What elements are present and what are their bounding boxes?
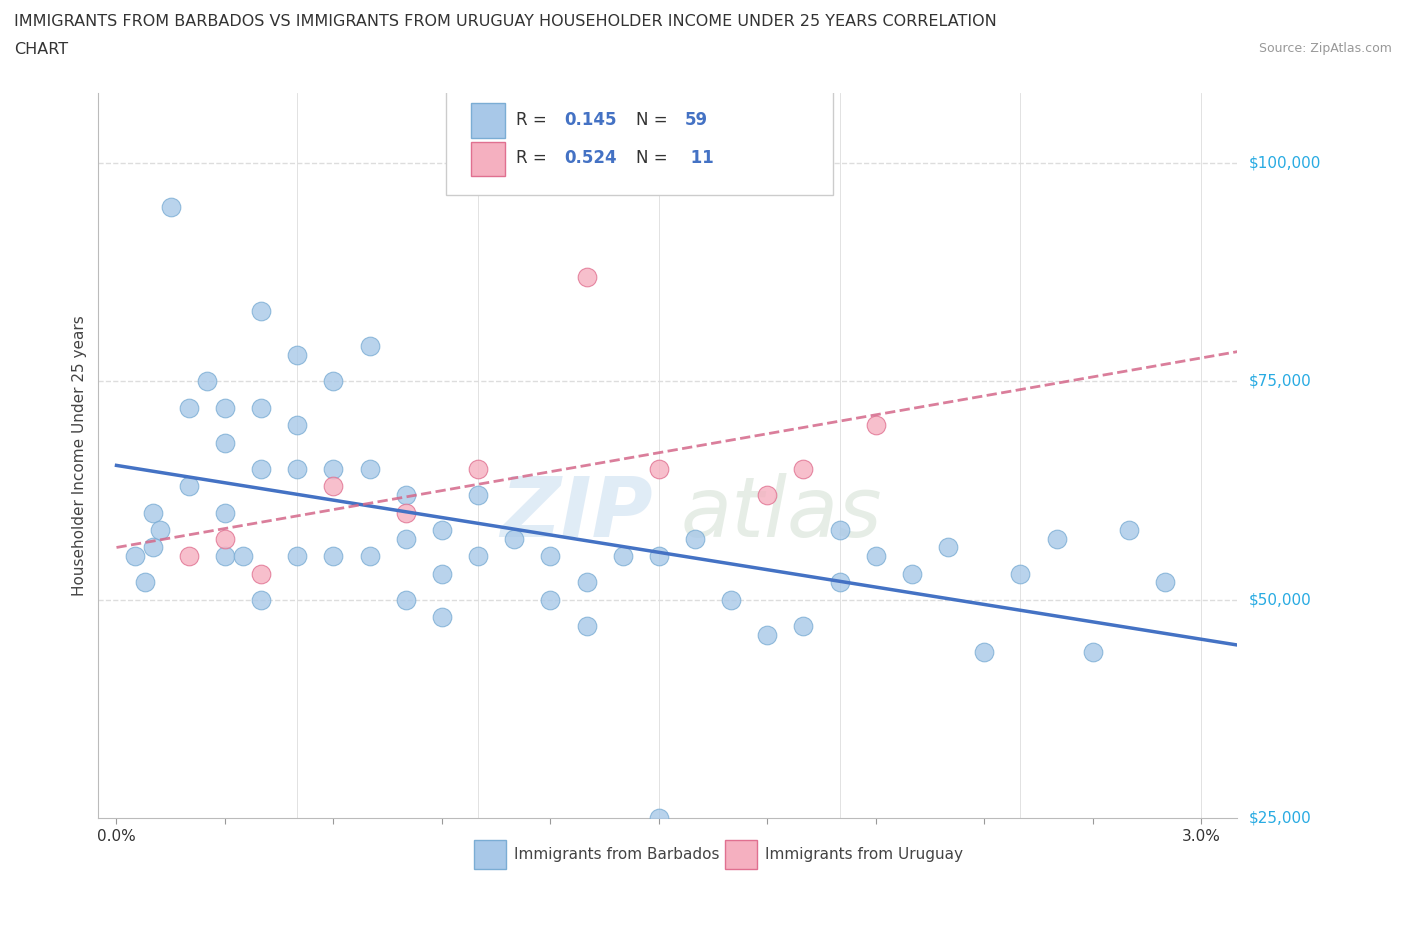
Point	[214, 531, 236, 546]
Point	[828, 523, 851, 538]
Point	[612, 549, 634, 564]
Point	[285, 549, 308, 564]
Text: $50,000: $50,000	[1249, 592, 1312, 607]
Point	[575, 575, 598, 590]
Text: ZIP: ZIP	[501, 473, 652, 554]
Point	[250, 461, 273, 476]
Point	[756, 487, 779, 502]
Point	[359, 339, 381, 354]
Point	[648, 811, 671, 826]
Point	[395, 531, 418, 546]
Text: atlas: atlas	[681, 473, 883, 554]
Point	[1045, 531, 1067, 546]
Point	[720, 592, 742, 607]
Text: Immigrants from Uruguay: Immigrants from Uruguay	[765, 847, 963, 862]
Point	[322, 374, 344, 389]
Point	[142, 540, 165, 555]
Text: $25,000: $25,000	[1249, 811, 1312, 826]
Point	[467, 549, 489, 564]
Point	[792, 461, 814, 476]
Point	[214, 435, 236, 450]
Point	[538, 592, 561, 607]
Point	[430, 523, 453, 538]
Point	[648, 461, 671, 476]
Point	[1154, 575, 1177, 590]
Point	[177, 400, 200, 415]
Point	[467, 487, 489, 502]
Point	[1081, 644, 1104, 659]
Point	[575, 269, 598, 284]
Point	[250, 304, 273, 319]
Point	[865, 549, 887, 564]
Point	[1118, 523, 1140, 538]
Point	[503, 531, 526, 546]
Point	[359, 549, 381, 564]
Point	[159, 199, 181, 214]
Point	[214, 505, 236, 520]
Point	[214, 400, 236, 415]
Text: N =: N =	[636, 111, 673, 129]
Point	[430, 610, 453, 625]
Point	[142, 505, 165, 520]
Point	[250, 592, 273, 607]
Text: CHART: CHART	[14, 42, 67, 57]
Point	[395, 505, 418, 520]
Text: 11: 11	[685, 150, 714, 167]
Bar	[725, 840, 756, 870]
Text: R =: R =	[516, 150, 553, 167]
Text: 0.524: 0.524	[564, 150, 617, 167]
Text: N =: N =	[636, 150, 673, 167]
Y-axis label: Householder Income Under 25 years: Householder Income Under 25 years	[72, 315, 87, 596]
Bar	[471, 141, 505, 177]
Bar	[471, 103, 505, 138]
Point	[395, 592, 418, 607]
Point	[538, 549, 561, 564]
Point	[936, 540, 959, 555]
Point	[792, 618, 814, 633]
Text: 0.145: 0.145	[564, 111, 617, 129]
Text: IMMIGRANTS FROM BARBADOS VS IMMIGRANTS FROM URUGUAY HOUSEHOLDER INCOME UNDER 25 : IMMIGRANTS FROM BARBADOS VS IMMIGRANTS F…	[14, 14, 997, 29]
Point	[214, 549, 236, 564]
Text: Immigrants from Barbados: Immigrants from Barbados	[515, 847, 720, 862]
Point	[901, 566, 924, 581]
Point	[322, 479, 344, 494]
Point	[250, 400, 273, 415]
Point	[134, 575, 156, 590]
Point	[149, 523, 172, 538]
Point	[250, 566, 273, 581]
Point	[575, 618, 598, 633]
Point	[756, 628, 779, 643]
Point	[467, 461, 489, 476]
Point	[683, 531, 706, 546]
Point	[322, 549, 344, 564]
Point	[322, 461, 344, 476]
Point	[195, 374, 218, 389]
Point	[828, 575, 851, 590]
Point	[648, 549, 671, 564]
Text: Source: ZipAtlas.com: Source: ZipAtlas.com	[1258, 42, 1392, 55]
Point	[865, 418, 887, 432]
Text: $75,000: $75,000	[1249, 374, 1312, 389]
Point	[430, 566, 453, 581]
Point	[285, 461, 308, 476]
Point	[395, 487, 418, 502]
Point	[973, 644, 995, 659]
Text: $100,000: $100,000	[1249, 155, 1320, 170]
Point	[177, 479, 200, 494]
Point	[177, 549, 200, 564]
Point	[285, 348, 308, 363]
FancyBboxPatch shape	[446, 89, 832, 194]
Text: R =: R =	[516, 111, 553, 129]
Point	[124, 549, 146, 564]
Point	[359, 461, 381, 476]
Point	[232, 549, 254, 564]
Point	[285, 418, 308, 432]
Text: 59: 59	[685, 111, 709, 129]
Bar	[474, 840, 506, 870]
Point	[1010, 566, 1032, 581]
